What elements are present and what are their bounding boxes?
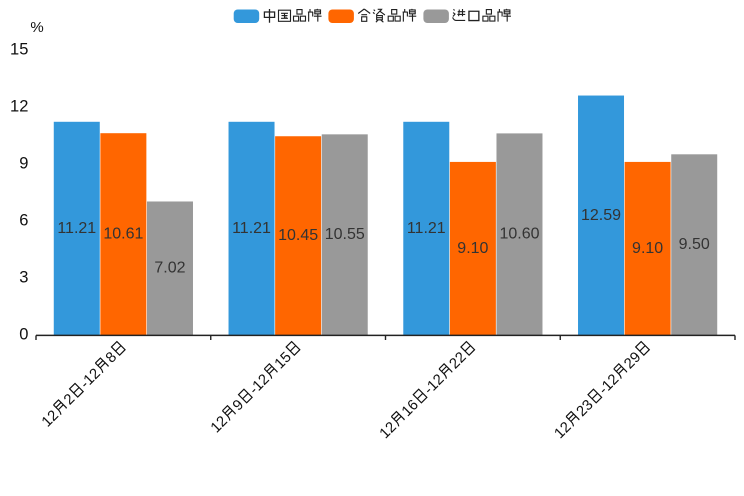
svg-text:9.50: 9.50 [679,236,710,253]
svg-text:10.61: 10.61 [103,226,143,243]
svg-text:9: 9 [19,155,28,173]
svg-text:11.21: 11.21 [407,220,446,237]
svg-text:11.21: 11.21 [232,220,271,237]
svg-text:11.21: 11.21 [57,220,96,237]
svg-text:10.55: 10.55 [325,226,365,243]
svg-text:7.02: 7.02 [154,260,185,277]
svg-text:15: 15 [10,40,28,58]
svg-text:9.10: 9.10 [632,240,663,257]
svg-text:10.60: 10.60 [499,226,539,243]
svg-text:9.10: 9.10 [457,240,488,257]
svg-text:3: 3 [19,269,28,287]
svg-text:12.59: 12.59 [581,207,621,224]
svg-text:12: 12 [10,97,28,115]
svg-text:10.45: 10.45 [278,227,318,244]
svg-text:0: 0 [19,326,28,344]
svg-text:6: 6 [19,212,28,230]
svg-text:%: % [30,19,43,36]
